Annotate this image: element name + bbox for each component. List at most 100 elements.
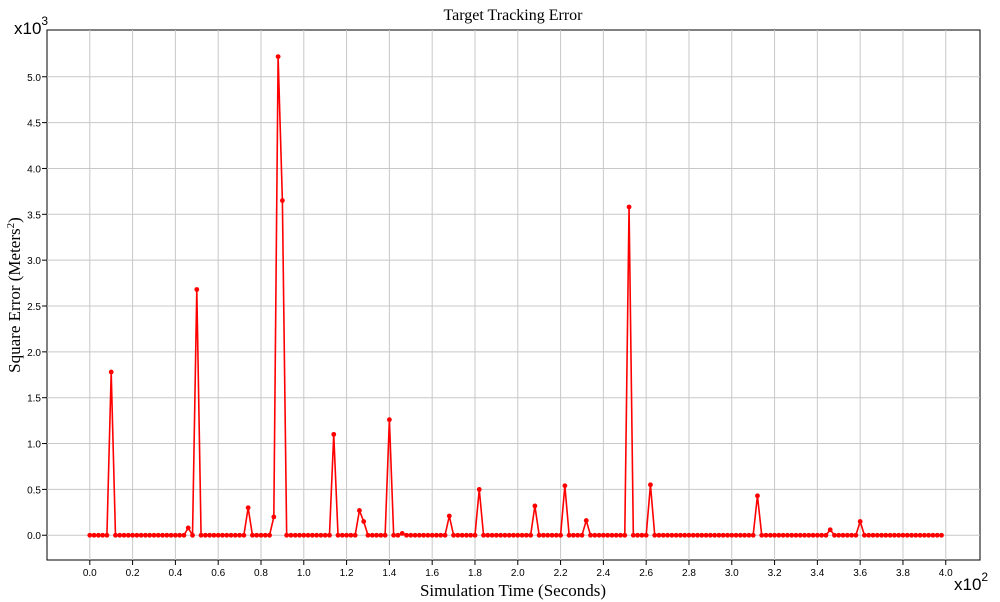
- data-point: [429, 532, 435, 538]
- data-point: [425, 532, 431, 538]
- data-point: [660, 532, 666, 538]
- data-point: [434, 532, 439, 538]
- x-multiplier-exp: 2: [981, 570, 988, 584]
- data-point: [472, 532, 478, 538]
- data-point: [720, 532, 726, 538]
- data-point: [177, 532, 183, 538]
- data-point: [464, 532, 469, 538]
- data-point: [630, 532, 636, 538]
- data-point: [733, 532, 739, 538]
- data-point: [904, 532, 910, 538]
- data-point: [237, 532, 242, 538]
- data-point: [194, 287, 200, 292]
- data-point: [284, 532, 290, 538]
- data-point: [309, 532, 315, 538]
- data-point: [866, 532, 872, 538]
- data-point: [515, 532, 521, 538]
- data-point: [395, 532, 401, 538]
- data-point: [643, 532, 649, 538]
- data-point: [528, 532, 534, 538]
- data-point: [750, 532, 756, 538]
- data-point: [836, 532, 842, 538]
- data-point: [143, 532, 148, 538]
- data-point: [618, 532, 623, 538]
- data-point: [883, 532, 889, 538]
- data-point: [164, 532, 170, 538]
- y-axis-label-part: Square Error (Meters: [5, 228, 24, 372]
- data-point: [823, 532, 829, 538]
- x-tick-label: 2.4: [596, 568, 610, 579]
- data-point: [763, 532, 769, 538]
- data-point: [134, 532, 140, 538]
- y-tick-label: 5.0: [27, 73, 41, 84]
- data-point: [549, 532, 555, 538]
- y-axis-label-part: ): [5, 217, 24, 223]
- x-tick-label: 3.8: [896, 568, 910, 579]
- data-point: [844, 532, 850, 538]
- data-point: [476, 486, 482, 492]
- x-tick-label: 1.6: [425, 568, 439, 579]
- x-tick-label: 1.0: [297, 568, 311, 579]
- data-point: [147, 532, 153, 538]
- data-point: [626, 204, 632, 210]
- data-point: [391, 532, 397, 538]
- data-point: [245, 505, 251, 511]
- data-point: [344, 532, 349, 538]
- data-point: [335, 532, 341, 538]
- data-point: [767, 532, 773, 538]
- data-point: [442, 532, 448, 538]
- data-point: [250, 532, 255, 538]
- data-point: [862, 532, 867, 538]
- data-point: [802, 532, 807, 538]
- y-multiplier: x103: [14, 14, 48, 38]
- data-point: [408, 532, 414, 538]
- data-point: [810, 532, 816, 538]
- data-point: [857, 519, 863, 524]
- y-tick-label: 4.0: [27, 164, 41, 175]
- y-multiplier-exp: 3: [41, 14, 48, 28]
- x-tick-label: 0.8: [254, 568, 268, 579]
- data-point: [468, 532, 474, 538]
- data-point: [596, 532, 602, 538]
- x-tick-label: 2.8: [682, 568, 696, 579]
- data-point: [348, 532, 354, 538]
- data-point: [571, 532, 576, 538]
- data-point: [806, 532, 812, 538]
- data-point: [639, 532, 645, 538]
- y-tick-label: 3.0: [27, 256, 41, 267]
- data-point: [172, 532, 178, 538]
- data-point: [699, 532, 705, 538]
- data-point: [155, 532, 161, 538]
- data-point: [690, 532, 696, 538]
- data-point: [519, 532, 525, 538]
- data-point: [678, 532, 683, 538]
- x-tick-label: 2.2: [554, 568, 568, 579]
- data-point: [926, 532, 932, 538]
- data-point: [532, 503, 538, 509]
- y-tick-label: 2.0: [27, 348, 41, 359]
- data-point: [759, 532, 765, 538]
- x-axis-label: Simulation Time (Seconds): [420, 581, 606, 600]
- y-tick-label: 0.5: [27, 485, 41, 496]
- data-point: [737, 532, 743, 538]
- y-axis-label: Square Error (Meters2): [5, 217, 24, 373]
- data-point: [716, 532, 722, 538]
- data-point: [416, 532, 422, 538]
- data-point: [827, 527, 833, 533]
- data-point: [451, 532, 456, 538]
- data-point: [840, 532, 846, 538]
- data-point: [361, 519, 367, 524]
- y-tick-label: 1.5: [27, 394, 41, 405]
- data-point: [682, 532, 688, 538]
- data-point: [455, 532, 461, 538]
- data-point: [117, 532, 123, 538]
- data-point: [892, 532, 897, 538]
- x-tick-label: 3.6: [853, 568, 867, 579]
- x-tick-label: 1.2: [340, 568, 354, 579]
- y-tick-label: 4.5: [27, 119, 41, 130]
- data-point: [459, 532, 465, 538]
- data-point: [258, 532, 264, 538]
- data-point: [292, 532, 298, 538]
- data-point: [481, 532, 486, 538]
- data-point: [562, 483, 568, 489]
